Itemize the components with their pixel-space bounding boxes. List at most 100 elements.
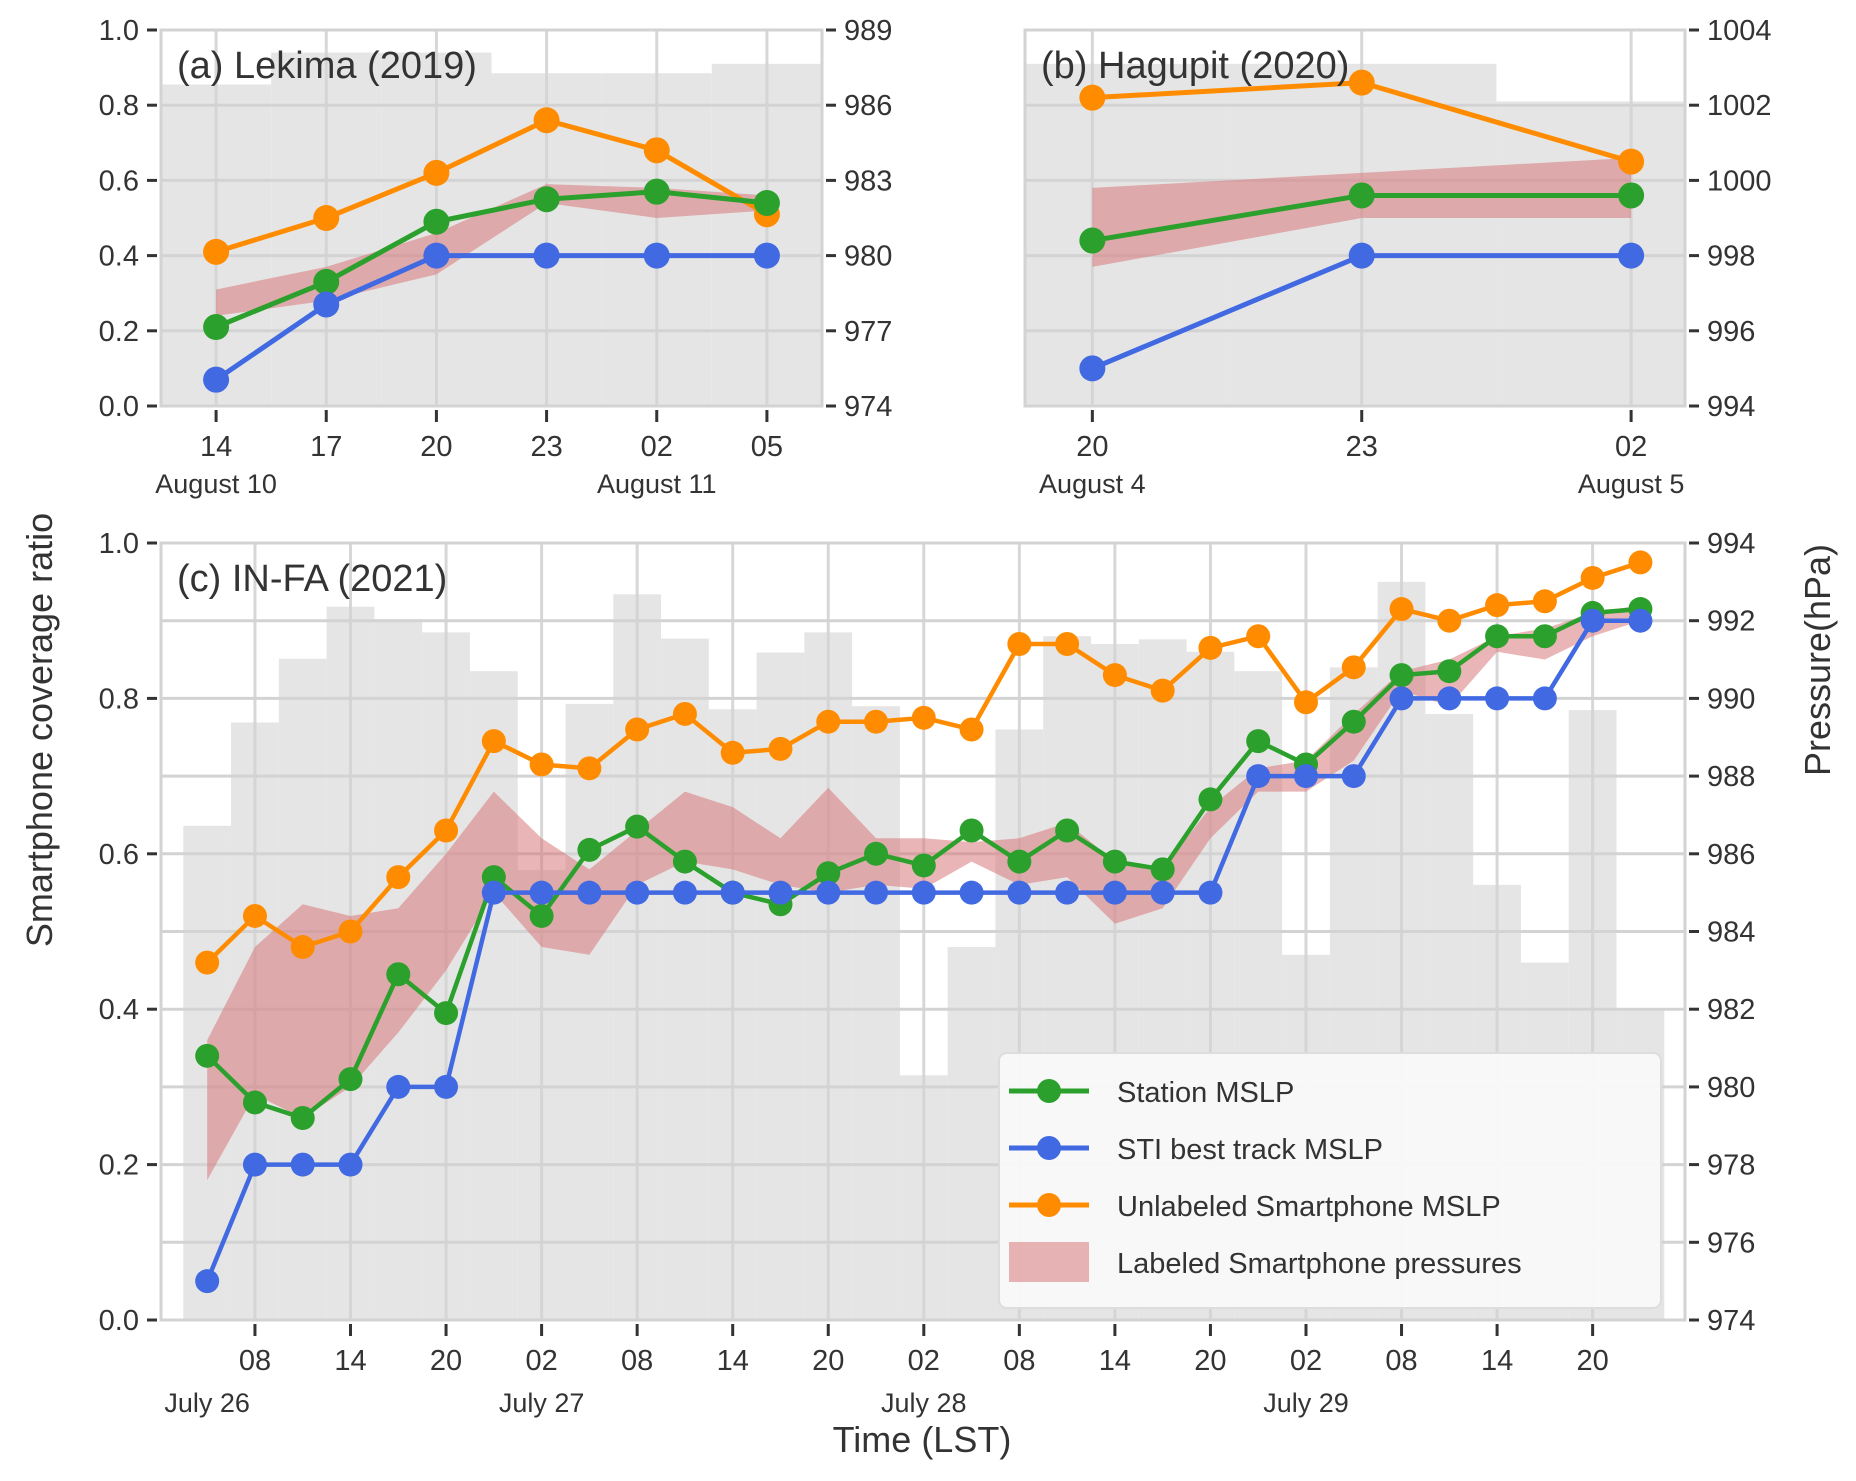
legend-item-sti: STI best track MSLP — [1009, 1134, 1383, 1166]
coverage-bar — [469, 671, 518, 1320]
data-point-unlabeled — [1007, 632, 1032, 657]
x-tick-label: 08 — [1003, 1345, 1035, 1377]
x-tick-label: 08 — [1385, 1345, 1417, 1377]
y-tick-label-right: 986 — [1707, 839, 1755, 871]
legend-swatch-marker — [1037, 1079, 1061, 1103]
data-point-station — [1348, 182, 1375, 209]
data-point-unlabeled — [625, 717, 650, 742]
series-unlabeled — [195, 550, 1653, 975]
data-point-sti — [768, 880, 793, 905]
data-point-sti — [1341, 764, 1366, 789]
data-point-station — [753, 189, 780, 216]
data-point-unlabeled — [864, 709, 889, 734]
data-point-station — [1389, 663, 1414, 688]
data-point-unlabeled — [643, 137, 670, 164]
y-tick-label-right: 992 — [1707, 606, 1755, 638]
data-point-unlabeled — [1150, 678, 1175, 703]
x-tick-label: 14 — [334, 1345, 366, 1377]
coverage-bar — [852, 706, 900, 1320]
data-point-sti — [959, 880, 984, 905]
data-point-station — [195, 1043, 220, 1068]
data-point-station — [533, 186, 560, 213]
x-tick-label: 20 — [420, 431, 452, 463]
coverage-bar — [661, 638, 709, 1320]
data-point-unlabeled — [577, 756, 602, 781]
y-tick-label-right: 986 — [844, 90, 892, 122]
x-tick-label: 14 — [1099, 1345, 1131, 1377]
data-point-unlabeled — [1580, 565, 1605, 590]
y-tick-label-right: 1004 — [1707, 15, 1772, 47]
data-point-sti — [386, 1074, 411, 1099]
data-point-unlabeled — [911, 705, 936, 730]
data-point-unlabeled — [768, 736, 793, 761]
data-point-sti — [1532, 686, 1557, 711]
x-tick-label: 17 — [310, 431, 342, 463]
labeled-smartphone-band — [216, 184, 767, 316]
data-point-station — [1485, 624, 1510, 649]
data-point-station — [434, 1001, 459, 1026]
data-point-sti — [1293, 764, 1318, 789]
data-point-sti — [753, 242, 780, 269]
data-point-sti — [481, 880, 506, 905]
y-tick-label-right: 982 — [1707, 994, 1755, 1026]
y-tick-label-right: 984 — [1707, 917, 1755, 949]
coverage-bar — [565, 703, 614, 1320]
data-point-unlabeled — [1389, 597, 1414, 622]
data-point-sti — [1198, 880, 1223, 905]
panel-title: (a) Lekima (2019) — [177, 45, 477, 87]
y-tick-label-left: 0.6 — [99, 839, 139, 871]
data-point-unlabeled — [959, 717, 984, 742]
legend-label: Unlabeled Smartphone MSLP — [1117, 1191, 1501, 1223]
data-point-unlabeled — [338, 919, 363, 944]
y-tick-label-right: 988 — [1707, 761, 1755, 793]
legend-box — [998, 1052, 1662, 1309]
data-point-sti — [1055, 880, 1080, 905]
data-point-station — [1007, 849, 1032, 874]
data-point-unlabeled — [1293, 690, 1318, 715]
data-point-sti — [864, 880, 889, 905]
data-point-unlabeled — [1198, 635, 1223, 660]
x-axis-title: Time (LST) — [833, 1419, 1012, 1460]
data-point-unlabeled — [672, 701, 697, 726]
data-point-unlabeled — [242, 903, 267, 928]
y-tick-label-right: 990 — [1707, 683, 1755, 715]
x-date-label: July 26 — [164, 1388, 250, 1418]
data-point-unlabeled — [1079, 84, 1106, 111]
x-tick-label: 02 — [641, 431, 673, 463]
series-sti — [195, 608, 1653, 1294]
x-tick-label: 20 — [1577, 1345, 1609, 1377]
data-point-station — [672, 849, 697, 874]
legend-swatch-patch — [1009, 1242, 1089, 1282]
series-unlabeled — [1079, 69, 1645, 175]
series-station — [195, 597, 1653, 1130]
x-tick-label: 14 — [200, 431, 232, 463]
x-tick-label: 05 — [751, 431, 783, 463]
data-point-unlabeled — [529, 752, 554, 777]
data-point-unlabeled — [1437, 608, 1462, 633]
legend-item-band: Labeled Smartphone pressures — [1009, 1242, 1522, 1282]
data-point-sti — [643, 242, 670, 269]
labeled-smartphone-band — [1092, 157, 1632, 267]
plot-frame — [159, 541, 1687, 1322]
plot-frame — [1023, 28, 1687, 408]
y-axis-title-right: Pressure(hPa) — [1797, 544, 1838, 776]
series-station — [1079, 182, 1645, 254]
data-point-sti — [423, 242, 450, 269]
y-tick-label-right: 980 — [844, 241, 892, 273]
data-point-sti — [195, 1269, 220, 1294]
series-line-unlabeled — [215, 117, 769, 255]
data-point-sti — [313, 291, 340, 318]
y-tick-label-right: 989 — [844, 15, 892, 47]
data-point-sti — [1007, 880, 1032, 905]
data-point-sti — [1102, 880, 1127, 905]
data-point-sti — [1437, 686, 1462, 711]
data-point-station — [864, 841, 889, 866]
data-point-unlabeled — [290, 935, 315, 960]
data-point-unlabeled — [313, 205, 340, 231]
data-point-station — [911, 853, 936, 878]
data-point-unlabeled — [1485, 593, 1510, 618]
data-point-sti — [1628, 608, 1653, 633]
x-tick-label: 20 — [430, 1345, 462, 1377]
coverage-bar — [756, 652, 805, 1320]
legend-item-unlabeled: Unlabeled Smartphone MSLP — [1009, 1191, 1501, 1223]
